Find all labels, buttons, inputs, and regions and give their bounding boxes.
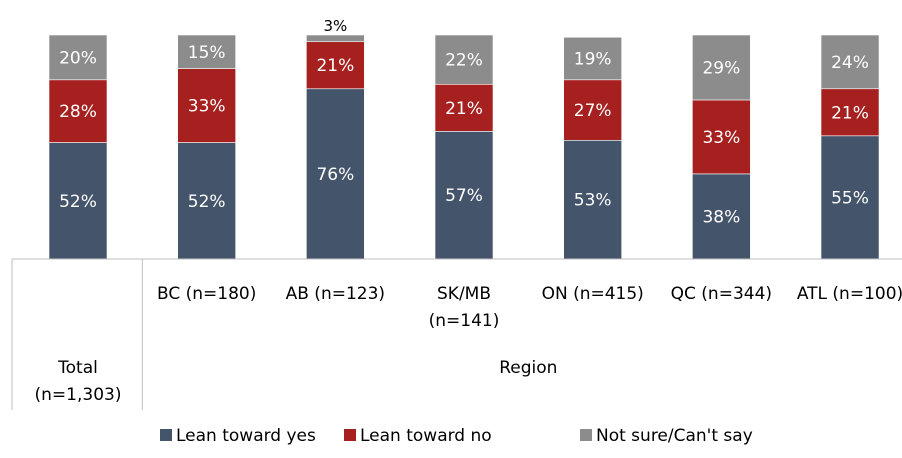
bar-segment-2-1 <box>48 79 108 143</box>
bar-segment-2-4 <box>434 83 494 132</box>
bar-segment-1-7 <box>820 135 880 260</box>
data-label: 24% <box>831 53 869 73</box>
data-label: 15% <box>188 43 226 63</box>
bar-segment-2-2 <box>177 68 236 143</box>
legend-label-1: Lean toward yes <box>176 426 316 446</box>
bar-segment-1-1 <box>48 142 108 260</box>
bar-segment-2-5 <box>563 79 622 141</box>
bar-segment-1-3 <box>306 88 365 260</box>
data-label: 33% <box>702 128 740 148</box>
category-label: BC (n=180) <box>157 284 256 304</box>
data-label: 38% <box>702 207 740 227</box>
bar-segment-1-2 <box>177 142 236 260</box>
legend-label-3: Not sure/Can't say <box>596 426 753 446</box>
data-label: 19% <box>574 50 612 70</box>
bar-segment-3-3 <box>306 34 365 43</box>
data-label: 53% <box>574 191 612 211</box>
data-label: 76% <box>316 165 354 185</box>
data-label: 27% <box>574 101 612 121</box>
bar-segment-2-3 <box>306 41 365 90</box>
bar-segment-3-5 <box>563 36 622 81</box>
group-label-region: Region <box>499 358 557 378</box>
data-label: 28% <box>59 102 97 122</box>
bar-segment-3-2 <box>177 34 236 69</box>
data-label: 21% <box>445 99 483 119</box>
data-label: 21% <box>831 103 869 123</box>
group-label-total: (n=1,303) <box>35 385 122 405</box>
legend-label-2: Lean toward no <box>360 426 492 446</box>
legend-swatch-2 <box>344 429 356 441</box>
data-label: 22% <box>445 51 483 71</box>
legend-swatch-3 <box>580 429 592 441</box>
data-label: 52% <box>188 192 226 212</box>
data-label: 55% <box>831 188 869 208</box>
category-label: QC (n=344) <box>671 284 772 304</box>
data-label: 57% <box>445 186 483 206</box>
data-label: 33% <box>188 97 226 117</box>
bar-segment-3-6 <box>692 34 751 101</box>
category-label: ATL (n=100) <box>797 284 902 304</box>
data-label: 20% <box>59 48 97 68</box>
category-label: AB (n=123) <box>286 284 385 304</box>
category-label: ON (n=415) <box>542 284 644 304</box>
category-label: SK/MB <box>437 284 491 304</box>
bar-segment-3-4 <box>434 34 494 85</box>
legend-swatch-1 <box>160 429 172 441</box>
data-label: 29% <box>702 58 740 78</box>
data-label: 21% <box>316 56 354 76</box>
group-label-total: Total <box>57 358 98 378</box>
data-label: 3% <box>323 17 347 35</box>
bar-segment-1-6 <box>692 173 751 260</box>
bar-segment-2-6 <box>692 99 751 175</box>
data-label: 52% <box>59 192 97 212</box>
bar-segment-3-7 <box>820 34 880 90</box>
bar-segment-3-1 <box>48 34 108 81</box>
bar-segment-1-5 <box>563 139 622 260</box>
category-label: (n=141) <box>429 311 500 331</box>
bar-segment-2-7 <box>820 88 880 137</box>
